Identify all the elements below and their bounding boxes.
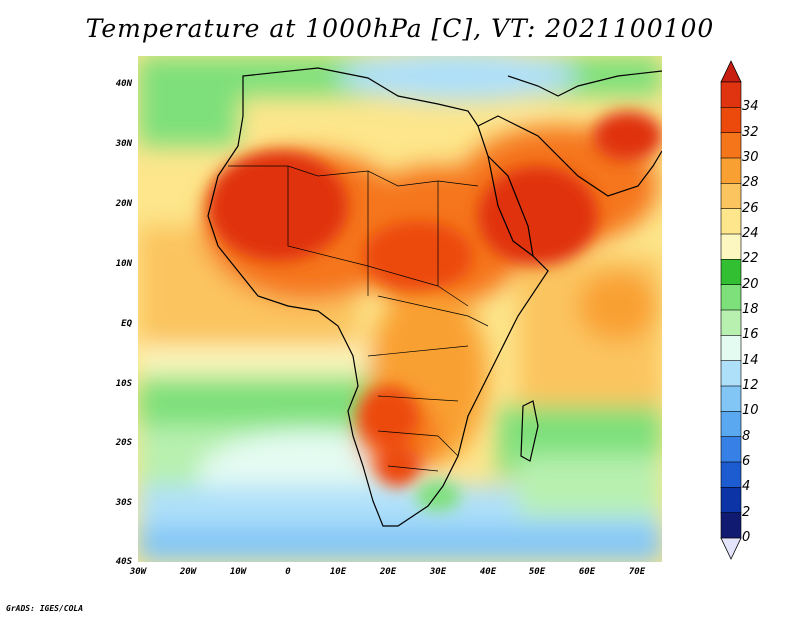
colorbar-swatch xyxy=(720,461,742,489)
colorbar-swatch xyxy=(720,335,742,362)
lon-tick-0: 0 xyxy=(285,567,291,577)
colorbar-label: 30 xyxy=(742,150,759,165)
colorbar xyxy=(720,60,742,560)
colorbar-bottom-arrow xyxy=(720,537,742,560)
colorbar-swatch xyxy=(720,487,742,514)
lon-tick-40e: 40E xyxy=(479,567,497,577)
lat-tick-10n: 10N xyxy=(115,259,132,269)
colorbar-swatch xyxy=(720,183,742,210)
colorbar-label: 32 xyxy=(742,124,759,140)
lat-tick-30s: 30S xyxy=(115,498,132,508)
colorbar-label: 0 xyxy=(742,530,751,545)
colorbar-label: 18 xyxy=(742,302,759,317)
colorbar-swatch xyxy=(720,259,742,286)
lon-tick-30e: 30E xyxy=(429,567,447,577)
colorbar-swatch xyxy=(720,107,742,134)
colorbar-label: 6 xyxy=(742,454,751,469)
lon-tick-30w: 30W xyxy=(129,567,147,577)
lat-tick-20s: 20S xyxy=(115,438,132,448)
colorbar-label: 10 xyxy=(742,403,759,419)
colorbar-label: 28 xyxy=(742,175,759,191)
colorbar-label: 26 xyxy=(742,200,759,216)
colorbar-label: 12 xyxy=(742,378,759,393)
lat-tick-40s: 40S xyxy=(115,557,132,567)
hot-core xyxy=(208,111,662,511)
colorbar-swatch xyxy=(720,436,742,463)
lon-tick-70e: 70E xyxy=(628,567,646,577)
lon-tick-10e: 10E xyxy=(329,567,347,577)
lon-tick-50e: 50E xyxy=(528,567,546,577)
colorbar-swatch xyxy=(720,132,742,159)
lat-tick-20n: 20N xyxy=(115,199,132,209)
colorbar-top-arrow xyxy=(720,60,742,83)
lat-tick-30n: 30N xyxy=(115,139,132,149)
colorbar-label: 14 xyxy=(742,352,759,368)
colorbar-label: 20 xyxy=(742,276,759,292)
map-title: Temperature at 1000hPa [C], VT: 20211001… xyxy=(85,14,715,43)
lon-tick-60e: 60E xyxy=(578,567,596,577)
coastlines xyxy=(207,67,662,527)
colorbar-label: 34 xyxy=(742,99,759,115)
temperature-map xyxy=(138,56,662,562)
country-borders xyxy=(228,165,489,472)
colorbar-swatch xyxy=(720,309,742,337)
lat-tick-10s: 10S xyxy=(115,379,132,389)
colorbar-swatch xyxy=(720,208,742,235)
lon-tick-10w: 10W xyxy=(229,567,247,577)
colorbar-swatch xyxy=(720,284,742,311)
lat-tick-eq: EQ xyxy=(121,319,132,329)
grads-credit: GrADS: IGES/COLA xyxy=(6,604,84,613)
colorbar-swatch xyxy=(720,360,742,387)
colorbar-label: 16 xyxy=(742,327,759,343)
colorbar-swatch xyxy=(720,512,742,539)
colorbar-swatch xyxy=(720,157,742,185)
colorbar-label: 2 xyxy=(742,504,751,520)
colorbar-swatch xyxy=(720,233,742,261)
lon-tick-20w: 20W xyxy=(179,567,197,577)
lon-tick-20e: 20E xyxy=(379,567,397,577)
colorbar-swatch xyxy=(720,411,742,438)
colorbar-swatch xyxy=(720,81,742,109)
colorbar-label: 24 xyxy=(742,226,759,241)
colorbar-label: 8 xyxy=(742,428,751,444)
colorbar-label: 22 xyxy=(742,251,759,267)
colorbar-swatch xyxy=(720,385,742,413)
lat-tick-40n: 40N xyxy=(115,79,132,89)
colorbar-label: 4 xyxy=(742,479,751,495)
